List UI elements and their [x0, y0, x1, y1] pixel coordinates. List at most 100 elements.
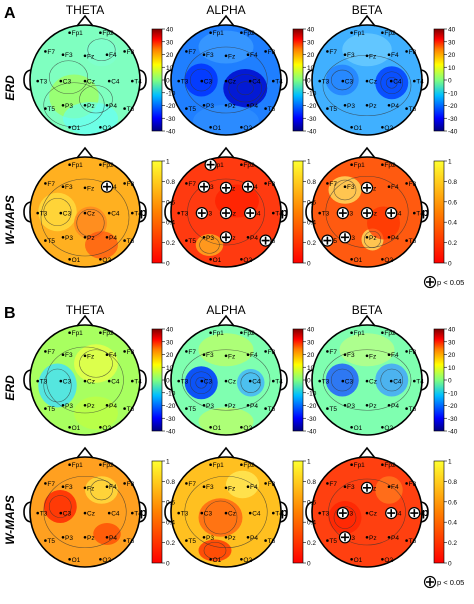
electrode-label: O2 — [384, 425, 393, 432]
p-colorbar-tick-label: 0.4 — [448, 220, 457, 227]
electrode-label: O2 — [102, 425, 111, 432]
electrode-label: F8 — [268, 481, 276, 488]
electrode-label: F4 — [391, 184, 399, 191]
electrode-label: P3 — [206, 403, 214, 410]
right-ear — [138, 369, 147, 391]
electrode-label: Pz — [87, 235, 95, 242]
contour-line — [385, 76, 398, 89]
electrode-label: F8 — [127, 181, 135, 188]
electrode-label: Fp2 — [384, 162, 396, 169]
erd-colorbar-tick-label: -20 — [307, 103, 317, 110]
electrode-label: O1 — [354, 557, 363, 564]
electrode-dot — [123, 239, 126, 242]
erd-colorbar-tick-label: -10 — [307, 390, 317, 397]
electrode-dot — [105, 236, 109, 239]
electrode-dot — [123, 50, 126, 53]
significance-cross — [338, 209, 347, 218]
electrode-label: F3 — [65, 484, 73, 491]
erd-colorbar-tick-label: -40 — [307, 129, 317, 136]
electrode-dot — [405, 107, 408, 110]
electrode-label: Cz — [228, 379, 236, 386]
significance-cross — [206, 160, 215, 169]
head-outline — [170, 456, 282, 568]
p-colorbar-axis-label: p — [281, 507, 288, 519]
electrode-label: T6 — [127, 406, 135, 413]
electrode-label: P4 — [109, 535, 117, 542]
p-colorbar-tick-label: 0 — [448, 261, 452, 268]
electrode-dot — [246, 53, 250, 56]
significance-cross — [222, 209, 230, 218]
row-label-erd: ERD — [3, 75, 17, 101]
electrode-dot — [343, 185, 347, 188]
electrode-dot — [365, 404, 369, 407]
activity-blob — [195, 234, 224, 256]
erd-colorbar-tick-label: -30 — [448, 116, 458, 123]
electrode-dot — [36, 379, 39, 383]
electrode-dot — [123, 182, 126, 185]
erd-colorbar-tick-label: -40 — [448, 429, 458, 436]
electrode-label: F4 — [391, 52, 399, 59]
electrode-label: F3 — [65, 184, 73, 191]
electrode-dot — [99, 463, 102, 467]
electrode-label: T4 — [275, 211, 283, 218]
erd-colorbar-tick-label: -40 — [166, 129, 176, 136]
erd-colorbar-tick-label: 40 — [307, 327, 315, 334]
electrode-dot — [350, 31, 353, 34]
electrode-label: O1 — [213, 557, 222, 564]
electrode-dot — [209, 463, 212, 467]
electrode-dot — [131, 511, 134, 515]
electrode-label: Cz — [87, 211, 95, 218]
electrode-label: P3 — [347, 403, 355, 410]
head-outline — [29, 324, 141, 436]
electrode-label: T5 — [188, 106, 196, 113]
electrode-label: T3 — [40, 511, 48, 518]
contour-line — [333, 506, 357, 529]
electrode-dot — [202, 104, 206, 107]
erd-colorbar-tick-label: 0 — [448, 78, 452, 85]
electrode-dot — [185, 407, 188, 410]
electrode-dot — [341, 379, 345, 383]
activity-blob — [193, 104, 259, 135]
electrode-dot — [61, 104, 65, 107]
erd-colorbar-tick-label: -20 — [307, 403, 317, 410]
electrode-label: F7 — [329, 49, 337, 56]
contour-line — [187, 178, 265, 246]
electrode-dot — [44, 350, 47, 353]
electrode-label: Fp2 — [384, 330, 396, 337]
electrode-dot — [387, 404, 391, 407]
electrode-dot — [202, 404, 206, 407]
erd-colorbar-tick-label: 30 — [166, 39, 174, 46]
p-colorbar-tick-label: 1 — [448, 459, 452, 466]
electrode-dot — [177, 211, 180, 215]
electrode-label: T3 — [40, 79, 48, 86]
electrode-label: C3 — [345, 379, 354, 386]
electrode-dot — [246, 104, 250, 107]
contour-line — [325, 175, 409, 249]
contour-line — [79, 85, 113, 114]
electrode-label: T6 — [127, 238, 135, 245]
electrode-label: Pz — [228, 103, 236, 110]
electrode-dot — [381, 331, 384, 335]
electrode-label: T3 — [40, 211, 48, 218]
p-colorbar-tick-label: 0.2 — [448, 540, 457, 547]
electrode-label: T4 — [275, 79, 283, 86]
electrode-label: Fp2 — [384, 30, 396, 37]
electrode-label: P3 — [206, 535, 214, 542]
erd-colorbar-tick-label: 10 — [448, 65, 456, 72]
head-outline — [311, 24, 423, 136]
electrode-label: T6 — [268, 106, 276, 113]
electrode-label: Fp2 — [243, 330, 255, 337]
p-colorbar-tick-label: 0.4 — [448, 520, 457, 527]
electrode-label: C3 — [204, 79, 213, 86]
p-colorbar-gradient — [292, 460, 304, 564]
erd-colorbar-tick-label: 40 — [166, 327, 174, 334]
electrode-label: F4 — [250, 52, 258, 59]
activity-blob — [198, 407, 254, 435]
erd-colorbar-tick-label: 40 — [307, 27, 315, 34]
significance-cross — [387, 509, 396, 518]
electrode-label: F7 — [47, 349, 55, 356]
p-colorbar-tick-label: 0.6 — [307, 199, 316, 206]
erd-colorbar-tick-label: 0 — [448, 378, 452, 385]
contour-line — [46, 346, 124, 414]
nose — [217, 446, 235, 459]
